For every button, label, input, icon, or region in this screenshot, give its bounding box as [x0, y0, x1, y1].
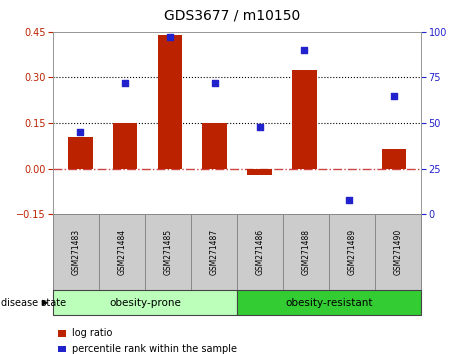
Text: GSM271487: GSM271487	[210, 229, 219, 275]
Bar	[113, 123, 138, 169]
Text: GSM271489: GSM271489	[347, 229, 357, 275]
Text: GSM271483: GSM271483	[72, 229, 81, 275]
Text: disease state: disease state	[1, 298, 66, 308]
Point	[121, 80, 129, 86]
Point	[256, 124, 263, 130]
Bar	[292, 70, 317, 169]
Text: GSM271488: GSM271488	[301, 229, 311, 275]
Bar	[158, 35, 182, 169]
Text: GSM271486: GSM271486	[256, 229, 265, 275]
Point	[390, 93, 398, 98]
Bar	[247, 169, 272, 175]
Bar	[202, 123, 227, 169]
Point	[211, 80, 219, 86]
Point	[166, 34, 173, 40]
Text: log ratio: log ratio	[72, 329, 113, 338]
Bar	[68, 137, 93, 169]
Point	[345, 197, 353, 202]
Text: obesity-prone: obesity-prone	[109, 298, 181, 308]
Text: GSM271484: GSM271484	[118, 229, 127, 275]
Point	[301, 47, 308, 53]
Text: GSM271485: GSM271485	[164, 229, 173, 275]
Text: obesity-resistant: obesity-resistant	[285, 298, 373, 308]
Text: GDS3677 / m10150: GDS3677 / m10150	[164, 9, 301, 23]
Text: GSM271490: GSM271490	[393, 229, 402, 275]
Bar	[382, 149, 406, 169]
Text: percentile rank within the sample: percentile rank within the sample	[72, 344, 237, 354]
Point	[77, 129, 84, 135]
